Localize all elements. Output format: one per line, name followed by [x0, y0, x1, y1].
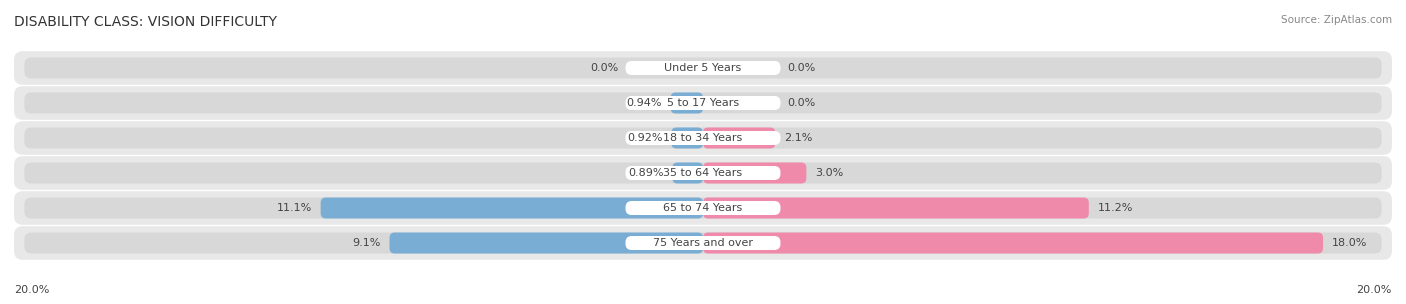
FancyBboxPatch shape [703, 127, 775, 148]
Text: 18.0%: 18.0% [1331, 238, 1367, 248]
Text: 0.94%: 0.94% [627, 98, 662, 108]
Text: 0.92%: 0.92% [627, 133, 662, 143]
Text: 11.1%: 11.1% [277, 203, 312, 213]
FancyBboxPatch shape [703, 198, 1088, 219]
Text: 75 Years and over: 75 Years and over [652, 238, 754, 248]
FancyBboxPatch shape [24, 198, 1382, 219]
Text: 20.0%: 20.0% [1357, 285, 1392, 295]
FancyBboxPatch shape [626, 166, 780, 180]
FancyBboxPatch shape [24, 163, 1382, 184]
Text: Source: ZipAtlas.com: Source: ZipAtlas.com [1281, 15, 1392, 25]
FancyBboxPatch shape [703, 233, 1323, 254]
Text: Under 5 Years: Under 5 Years [665, 63, 741, 73]
FancyBboxPatch shape [626, 61, 780, 75]
FancyBboxPatch shape [671, 127, 703, 148]
Text: 65 to 74 Years: 65 to 74 Years [664, 203, 742, 213]
Text: 35 to 64 Years: 35 to 64 Years [664, 168, 742, 178]
FancyBboxPatch shape [24, 92, 1382, 113]
Text: 0.0%: 0.0% [591, 63, 619, 73]
FancyBboxPatch shape [14, 121, 1392, 155]
FancyBboxPatch shape [626, 96, 780, 110]
FancyBboxPatch shape [24, 127, 1382, 148]
Text: 5 to 17 Years: 5 to 17 Years [666, 98, 740, 108]
FancyBboxPatch shape [671, 92, 703, 113]
FancyBboxPatch shape [672, 163, 703, 184]
Text: 3.0%: 3.0% [815, 168, 844, 178]
FancyBboxPatch shape [14, 51, 1392, 85]
FancyBboxPatch shape [626, 131, 780, 145]
Text: 9.1%: 9.1% [353, 238, 381, 248]
FancyBboxPatch shape [389, 233, 703, 254]
FancyBboxPatch shape [14, 86, 1392, 120]
FancyBboxPatch shape [703, 163, 807, 184]
FancyBboxPatch shape [14, 156, 1392, 190]
Text: DISABILITY CLASS: VISION DIFFICULTY: DISABILITY CLASS: VISION DIFFICULTY [14, 15, 277, 29]
Text: 0.0%: 0.0% [787, 63, 815, 73]
Text: 0.89%: 0.89% [628, 168, 664, 178]
FancyBboxPatch shape [626, 201, 780, 215]
Text: 20.0%: 20.0% [14, 285, 49, 295]
FancyBboxPatch shape [626, 236, 780, 250]
Text: 11.2%: 11.2% [1098, 203, 1133, 213]
Text: 0.0%: 0.0% [787, 98, 815, 108]
FancyBboxPatch shape [14, 226, 1392, 260]
FancyBboxPatch shape [14, 191, 1392, 225]
Text: 2.1%: 2.1% [785, 133, 813, 143]
FancyBboxPatch shape [24, 233, 1382, 254]
FancyBboxPatch shape [24, 57, 1382, 78]
Text: 18 to 34 Years: 18 to 34 Years [664, 133, 742, 143]
FancyBboxPatch shape [321, 198, 703, 219]
